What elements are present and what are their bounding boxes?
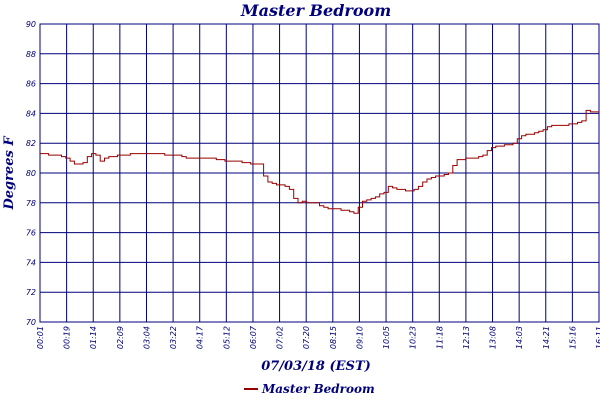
x-tick-label: 15:16 — [568, 326, 577, 349]
x-tick-label: 00:01 — [36, 326, 45, 349]
x-axis-tick-labels: 00:01 00:19 01:14 02:09 03:04 03:22 04:17 05:12… — [36, 325, 600, 349]
y-tick-label: 70 — [26, 318, 36, 327]
x-tick-label: 00:19 — [63, 326, 72, 349]
x-tick-label: 09:10 — [355, 326, 364, 349]
x-tick-label: 04:17 — [196, 325, 205, 349]
x-tick-label: 06:07 — [249, 325, 258, 349]
x-tick-label: 07:02 — [276, 326, 285, 349]
plot-area-border — [39, 23, 600, 323]
y-tick-label: 76 — [26, 229, 36, 238]
x-tick-label: 03:22 — [169, 326, 178, 349]
legend-label: Master Bedroom — [261, 382, 375, 396]
x-tick-label: 07:20 — [302, 326, 311, 349]
y-tick-label: 84 — [26, 109, 36, 118]
x-tick-label: 13:08 — [489, 326, 498, 349]
x-tick-label: 10:05 — [382, 326, 391, 349]
y-tick-label: 82 — [26, 139, 36, 148]
x-tick-label: 12:13 — [462, 326, 471, 349]
x-tick-label: 16:11 — [595, 326, 600, 349]
y-axis-tick-labels: 70 72 74 76 78 80 82 84 86 88 90 — [26, 20, 36, 327]
x-tick-label: 08:15 — [329, 326, 338, 349]
x-tick-label: 11:18 — [435, 326, 444, 349]
x-tick-label: 10:23 — [409, 326, 418, 349]
y-tick-label: 88 — [26, 50, 36, 59]
y-tick-label: 72 — [26, 288, 36, 297]
y-tick-label: 74 — [26, 258, 36, 267]
master-bedroom-series-line — [40, 109, 599, 214]
legend: Master Bedroom — [244, 382, 375, 396]
x-tick-label: 02:09 — [116, 326, 125, 349]
x-tick-label: 14:03 — [515, 326, 524, 349]
y-tick-label: 86 — [26, 80, 36, 89]
y-axis-label: Degrees F — [2, 136, 17, 211]
x-tick-label: 05:12 — [222, 326, 231, 349]
y-tick-label: 80 — [26, 169, 36, 178]
y-tick-label: 90 — [26, 20, 36, 29]
x-tick-label: 14:21 — [542, 326, 551, 349]
x-tick-label: 03:04 — [142, 326, 151, 349]
y-tick-label: 78 — [26, 199, 36, 208]
chart-title: Master Bedroom — [240, 1, 391, 20]
x-axis-label: 07/03/18 (EST) — [261, 359, 371, 374]
chart-grid — [39, 23, 600, 323]
x-tick-label: 01:14 — [89, 326, 98, 349]
